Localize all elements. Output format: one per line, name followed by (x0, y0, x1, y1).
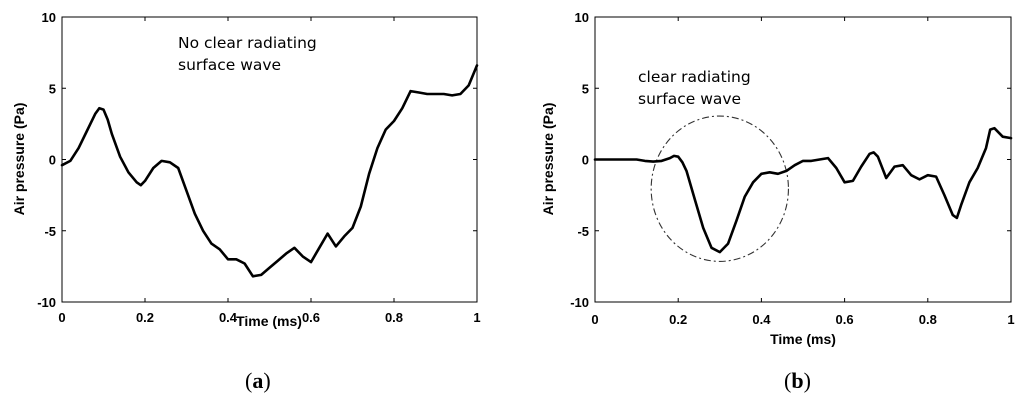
annotation-line-1-b: clear radiating (638, 68, 751, 86)
series-line-a (60, 64, 479, 278)
series-line-b (593, 126, 1013, 254)
panel-open-paren-a: ( (245, 368, 252, 393)
chart-panel-a: 10 5 0 -5 -10 0 0.2 0.4 0.6 0.8 1 Time (ms) Air p… (11, 10, 481, 393)
x-ticks-a: 0 0.2 0.4 0.6 0.8 1 (58, 17, 481, 325)
panel-label-b: (b) (784, 368, 811, 393)
y-tick-label-a-1: 5 (49, 81, 56, 96)
x-tick-label-b-3: 0.6 (836, 312, 854, 327)
x-tick-label-a-2: 0.4 (219, 310, 238, 325)
y-tick-label-a-4: -10 (37, 295, 56, 310)
y-tick-label-b-0: 10 (575, 10, 589, 25)
x-tick-label-b-0: 0 (591, 312, 598, 327)
y-tick-label-b-1: 5 (582, 81, 589, 96)
panel-close-paren-b: ) (804, 368, 811, 393)
chart-panel-b: 10 5 0 -5 -10 0 0.2 0.4 0.6 0.8 1 Time (ms) Air p… (540, 10, 1015, 393)
x-ticks-b: 0 0.2 0.4 0.6 0.8 1 (591, 17, 1015, 327)
x-tick-label-b-2: 0.4 (752, 312, 771, 327)
annotation-line-2-b: surface wave (638, 90, 741, 108)
x-axis-label-a: Time (ms) (236, 313, 302, 329)
annotation-line-2-a: surface wave (178, 56, 281, 74)
x-tick-label-b-1: 0.2 (669, 312, 687, 327)
x-tick-label-b-4: 0.8 (919, 312, 937, 327)
panel-close-paren-a: ) (263, 368, 270, 393)
y-tick-label-b-3: -5 (577, 224, 589, 239)
y-tick-label-a-0: 10 (42, 10, 56, 25)
x-tick-label-a-5: 1 (473, 310, 480, 325)
panel-label-a: (a) (245, 368, 271, 393)
y-ticks-a: 10 5 0 -5 -10 (37, 10, 477, 310)
panel-letter-b: b (791, 368, 803, 393)
y-axis-label-b: Air pressure (Pa) (540, 103, 556, 216)
x-tick-label-a-0: 0 (58, 310, 65, 325)
x-tick-label-a-3: 0.6 (302, 310, 320, 325)
x-axis-label-b: Time (ms) (770, 331, 836, 347)
annotation-line-1-a: No clear radiating (178, 34, 317, 52)
highlight-circle (650, 115, 789, 262)
panel-open-paren-b: ( (784, 368, 791, 393)
x-tick-label-b-5: 1 (1007, 312, 1014, 327)
y-tick-label-b-2: 0 (582, 153, 589, 168)
y-tick-label-b-4: -10 (570, 295, 589, 310)
y-axis-label-a: Air pressure (Pa) (11, 103, 27, 216)
y-tick-label-a-3: -5 (44, 224, 56, 239)
y-tick-label-a-2: 0 (49, 153, 56, 168)
panel-letter-a: a (252, 368, 263, 393)
x-tick-label-a-1: 0.2 (136, 310, 154, 325)
x-tick-label-a-4: 0.8 (385, 310, 403, 325)
